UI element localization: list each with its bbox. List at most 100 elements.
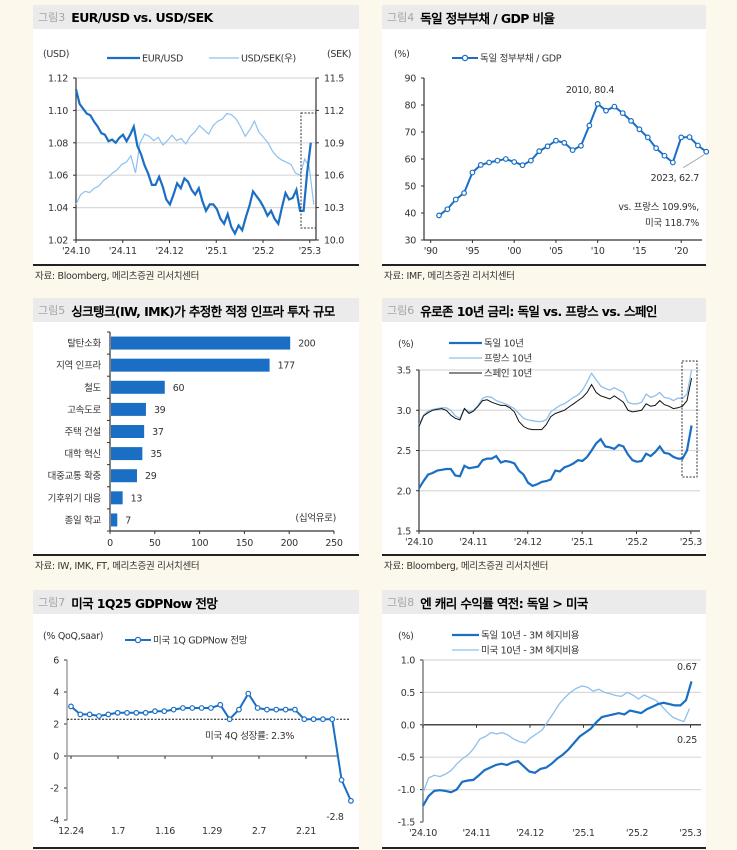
category-label: 철도 — [84, 383, 101, 394]
value-label: 60 — [173, 383, 185, 394]
figure-number: 그림4 — [387, 11, 415, 24]
data-point — [96, 713, 102, 719]
data-point — [619, 110, 626, 116]
series-debt-gdp — [438, 102, 707, 217]
value-label: 37 — [152, 427, 164, 438]
x-tick-label: 100 — [191, 538, 208, 549]
panel-fig7: 그림7 미국 1Q25 GDPNow 전망 (% QoQ,saar) -4 -2 0 2 4… — [33, 590, 359, 848]
data-point — [68, 703, 74, 710]
panel-title-bar: 그림6 유로존 10년 금리: 독일 vs. 프랑스 vs. 스페인 — [382, 298, 706, 322]
figure-title: 엔 캐리 수익률 역전: 독일 > 미국 — [420, 595, 588, 611]
data-point — [86, 711, 93, 718]
annotation-latest: -2.8 — [326, 812, 344, 823]
source-divider — [382, 847, 706, 849]
x-tick-label: '24.10 — [62, 246, 90, 257]
series-spain-10y — [418, 377, 693, 431]
data-point — [527, 157, 534, 164]
series-usd-sek — [75, 112, 315, 205]
x-tick-label: '24.12 — [155, 246, 183, 257]
data-point — [519, 162, 526, 169]
data-point — [217, 701, 224, 708]
chart-fig5: 0 50 100 150 200 250 탈탄소화 200 지역 인프라 177 철도 60 고속도로 3… — [48, 331, 343, 549]
category-label: 대중교통 확충 — [48, 470, 102, 482]
data-point — [686, 134, 693, 141]
panel-fig4: 그림4 독일 정부부채 / GDP 비율 (%) 30 40 50 60 70 80 90 '90… — [382, 5, 710, 265]
figure-number: 그림6 — [387, 304, 415, 317]
category-label: 종일 학교 — [65, 515, 102, 526]
x-tick-label: 150 — [236, 538, 253, 549]
bar — [111, 402, 146, 416]
y-tick-label: 3.5 — [397, 366, 411, 377]
legend-label: USD/SEK(우) — [241, 54, 296, 65]
bar — [111, 425, 145, 438]
data-point — [236, 706, 242, 713]
data-point — [198, 705, 205, 711]
x-tick-label: '25.1 — [571, 537, 594, 548]
data-point — [142, 709, 149, 716]
data-point — [189, 705, 196, 711]
y2-tick-label: 10.0 — [324, 236, 344, 247]
chart-fig6: (%) 1.5 2.0 2.5 3.0 3.5 '24.10 '24.11 '24.12 '25.… — [397, 339, 703, 549]
data-point — [553, 137, 559, 144]
source-divider — [33, 264, 359, 266]
x-tick-label: 250 — [325, 538, 342, 549]
y-tick-label: 2 — [53, 720, 59, 731]
data-point — [226, 716, 233, 723]
legend-label: 미국 1Q GDPNow 전망 — [153, 636, 248, 647]
x-tick-label: '25.2 — [625, 537, 648, 548]
legend-label: 독일 10년 — [484, 339, 524, 350]
panel-title-bar: 그림3 EUR/USD vs. USD/SEK — [33, 5, 359, 29]
annotation-us-latest: 0.25 — [677, 735, 697, 746]
y-tick-label: 1.5 — [397, 527, 411, 538]
legend-label: 스페인 10년 — [484, 369, 532, 380]
y-tick-label: 1.10 — [48, 106, 68, 117]
y-tick-label: 0.0 — [401, 720, 415, 731]
x-tick-label: 2.7 — [252, 826, 266, 837]
data-point — [452, 196, 459, 203]
x-tick-label: '10 — [591, 246, 605, 257]
source-note: 자료: IMF, 메리츠증권 리서치센터 — [384, 271, 515, 282]
source-divider — [33, 847, 359, 849]
data-point — [320, 716, 326, 723]
data-point — [486, 159, 493, 166]
data-point — [329, 716, 336, 723]
y-tick-label: 3.0 — [397, 406, 411, 417]
annotation-leader — [682, 154, 705, 169]
data-point — [461, 190, 467, 196]
x-tick-label: '95 — [466, 246, 480, 257]
data-point — [282, 706, 289, 713]
panel-fig8: 그림8 엔 캐리 수익률 역전: 독일 > 미국 (%) -1.5 -1.0 -0.5 0… — [382, 590, 706, 848]
bar — [111, 491, 123, 505]
data-point — [77, 711, 84, 718]
highlight-box — [681, 360, 698, 478]
figure-title: EUR/USD vs. USD/SEK — [71, 9, 213, 25]
value-label: 13 — [131, 493, 143, 504]
y-tick-label: 2.5 — [397, 446, 411, 457]
legend-marker — [461, 54, 469, 62]
data-point — [292, 706, 298, 713]
x-tick-label: '24.11 — [462, 828, 490, 839]
x-tick-label: '25.3 — [680, 537, 703, 548]
figure-title: 싱크탱크(IW, IMK)가 추정한 적정 인프라 투자 규모 — [71, 303, 335, 319]
y-tick-label: 90 — [405, 74, 417, 85]
data-point — [469, 169, 476, 176]
chart-fig7: (% QoQ,saar) -4 -2 0 2 4 6 12.24 1.7 1.16 1.29 2.7 2… — [43, 631, 354, 837]
y-tick-label: 2.0 — [397, 486, 411, 497]
y-tick-label: 1.02 — [48, 236, 68, 247]
data-point — [436, 212, 442, 219]
data-point — [628, 118, 634, 124]
y-tick-label: 70 — [405, 128, 417, 139]
data-point — [124, 709, 130, 716]
unit-label: (십억유로) — [295, 512, 336, 524]
x-tick-label: 2.21 — [296, 826, 316, 837]
value-label: 39 — [154, 405, 166, 416]
chart-fig3: (USD) (SEK) 1.02 1.04 1.06 1.08 1.10 1.12 10.0 10… — [43, 49, 351, 257]
x-tick-label: 50 — [149, 538, 161, 549]
data-point — [348, 797, 354, 804]
data-point — [114, 709, 121, 716]
data-point — [170, 706, 177, 713]
y-tick-label: 1.04 — [48, 203, 68, 214]
data-point — [653, 145, 660, 152]
y-tick-label: 30 — [405, 236, 417, 247]
data-point — [694, 142, 701, 149]
